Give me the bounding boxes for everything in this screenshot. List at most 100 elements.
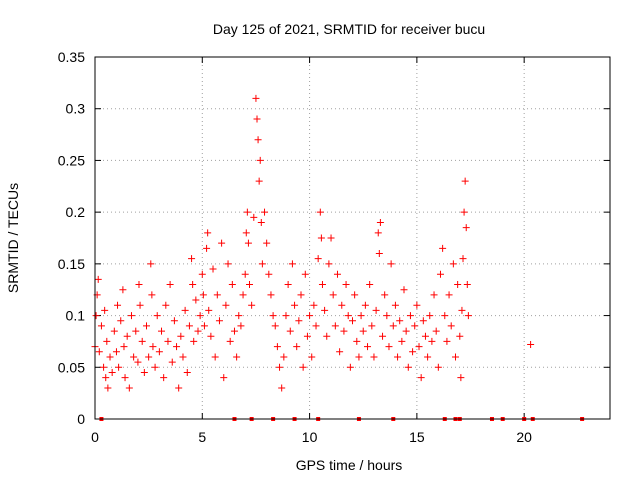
data-point: [173, 343, 181, 351]
data-point: [261, 208, 269, 216]
data-point: [333, 270, 341, 278]
data-point: [417, 374, 425, 382]
data-point: [295, 317, 303, 325]
data-point: [112, 348, 120, 356]
data-point: [301, 270, 309, 278]
data-point: [100, 363, 108, 371]
data-point: [327, 234, 335, 242]
data-point: [253, 115, 261, 123]
data-point: [415, 343, 423, 351]
data-point: [312, 322, 320, 330]
plot-frame: [94, 56, 611, 420]
data-point: [340, 327, 348, 335]
data-point: [419, 317, 427, 325]
data-point: [314, 255, 322, 263]
data-point: [166, 281, 174, 289]
y-tick-label: 0.35: [58, 49, 85, 65]
x-tick-label: 10: [302, 429, 318, 445]
data-point: [224, 260, 232, 268]
data-point: [293, 343, 301, 351]
data-point: [375, 250, 383, 258]
data-point: [108, 368, 116, 376]
data-point: [396, 317, 404, 325]
data-point: [278, 384, 286, 392]
data-point: [220, 374, 228, 382]
data-point: [110, 327, 118, 335]
data-point: [265, 270, 273, 278]
data-point: [445, 291, 453, 299]
data-point: [205, 306, 213, 314]
data-point: [286, 327, 294, 335]
data-point: [449, 260, 457, 268]
data-point: [254, 136, 262, 144]
data-point: [185, 322, 193, 330]
data-point: [267, 291, 275, 299]
data-point: [164, 337, 172, 345]
data-point: [160, 374, 168, 382]
x-tick-label: 15: [409, 429, 425, 445]
data-point: [353, 337, 361, 345]
y-tick-label: 0.3: [66, 101, 86, 117]
data-point: [188, 255, 196, 263]
data-point: [250, 213, 258, 221]
data-point: [273, 343, 281, 351]
data-point: [426, 312, 434, 320]
data-point: [368, 322, 376, 330]
data-point: [244, 239, 252, 247]
data-point: [374, 229, 382, 237]
data-point: [263, 239, 271, 247]
data-point: [145, 353, 153, 361]
data-point: [158, 327, 166, 335]
data-point: [308, 353, 316, 361]
data-point: [135, 281, 143, 289]
data-point: [303, 332, 311, 340]
data-point: [153, 312, 161, 320]
data-point: [456, 332, 464, 340]
data-point: [203, 244, 211, 252]
data-point: [299, 363, 307, 371]
data-point: [190, 337, 198, 345]
data-point: [288, 260, 296, 268]
data-point: [97, 322, 105, 330]
data-point: [258, 260, 266, 268]
data-point: [192, 296, 200, 304]
data-point: [269, 312, 277, 320]
data-point: [199, 291, 207, 299]
data-point: [351, 291, 359, 299]
y-tick-label: 0.1: [66, 308, 86, 324]
data-point: [235, 312, 243, 320]
data-point: [329, 291, 337, 299]
data-point: [179, 353, 187, 361]
data-point: [230, 327, 238, 335]
data-point: [432, 327, 440, 335]
data-point: [170, 317, 178, 325]
data-point: [336, 348, 344, 356]
data-point: [406, 312, 414, 320]
data-point: [317, 234, 325, 242]
data-point: [355, 353, 363, 361]
data-point: [237, 322, 245, 330]
data-point: [316, 208, 324, 216]
data-point: [459, 255, 467, 263]
data-point: [196, 312, 204, 320]
data-point: [239, 291, 247, 299]
data-point: [215, 317, 223, 325]
data-point: [94, 275, 102, 283]
data-point: [276, 363, 284, 371]
data-point: [134, 358, 142, 366]
data-point: [385, 343, 393, 351]
data-point: [198, 270, 206, 278]
data-point: [149, 343, 157, 351]
data-point: [357, 312, 365, 320]
data-point: [282, 312, 290, 320]
data-point: [321, 306, 329, 314]
data-point: [318, 281, 326, 289]
data-point: [323, 332, 331, 340]
chart-title: Day 125 of 2021, SRMTID for receiver buc…: [213, 21, 485, 37]
data-point: [383, 312, 391, 320]
data-point: [218, 239, 226, 247]
data-point: [114, 301, 122, 309]
data-point: [389, 322, 397, 330]
data-point: [398, 337, 406, 345]
